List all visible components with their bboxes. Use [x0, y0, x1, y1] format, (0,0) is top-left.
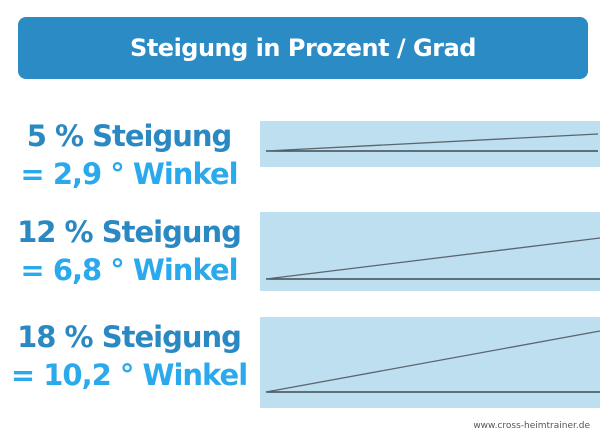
slope-diagram-5 — [260, 121, 600, 167]
slope-percent: 18 % Steigung — [17, 320, 242, 354]
slope-angle: = 2,9 ° Winkel — [20, 157, 238, 191]
title-banner: Steigung in Prozent / Grad — [18, 17, 588, 79]
slope-angle: = 6,8 ° Winkel — [20, 253, 238, 287]
label-12-percent: 12 % Steigung = 6,8 ° Winkel — [10, 213, 248, 289]
slope-line-5 — [265, 133, 599, 152]
slope-diagram-12 — [260, 212, 600, 291]
slope-line-12 — [265, 237, 600, 280]
label-5-percent: 5 % Steigung = 2,9 ° Winkel — [10, 117, 248, 193]
label-18-percent: 18 % Steigung = 10,2 ° Winkel — [10, 318, 248, 394]
title: Steigung in Prozent / Grad — [130, 34, 476, 62]
slope-angle: = 10,2 ° Winkel — [10, 358, 248, 392]
slope-line-18 — [265, 330, 600, 393]
slope-percent: 12 % Steigung — [17, 215, 242, 249]
slope-percent: 5 % Steigung — [26, 119, 233, 153]
website-credit: www.cross-heimtrainer.de — [473, 421, 590, 431]
